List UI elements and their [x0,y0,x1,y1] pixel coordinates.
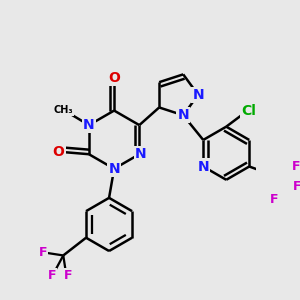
Text: F: F [270,193,279,206]
Text: N: N [197,160,209,173]
Text: O: O [108,71,120,85]
Text: N: N [108,162,120,176]
Text: N: N [135,147,146,161]
Text: CH₃: CH₃ [54,105,74,115]
Text: F: F [292,160,300,173]
Text: N: N [83,118,95,132]
Text: N: N [177,108,189,122]
Text: F: F [64,269,73,282]
Text: F: F [39,246,47,260]
Text: Cl: Cl [242,104,256,118]
Text: O: O [52,145,64,159]
Text: N: N [192,88,204,102]
Text: F: F [48,269,56,282]
Text: F: F [293,180,300,193]
